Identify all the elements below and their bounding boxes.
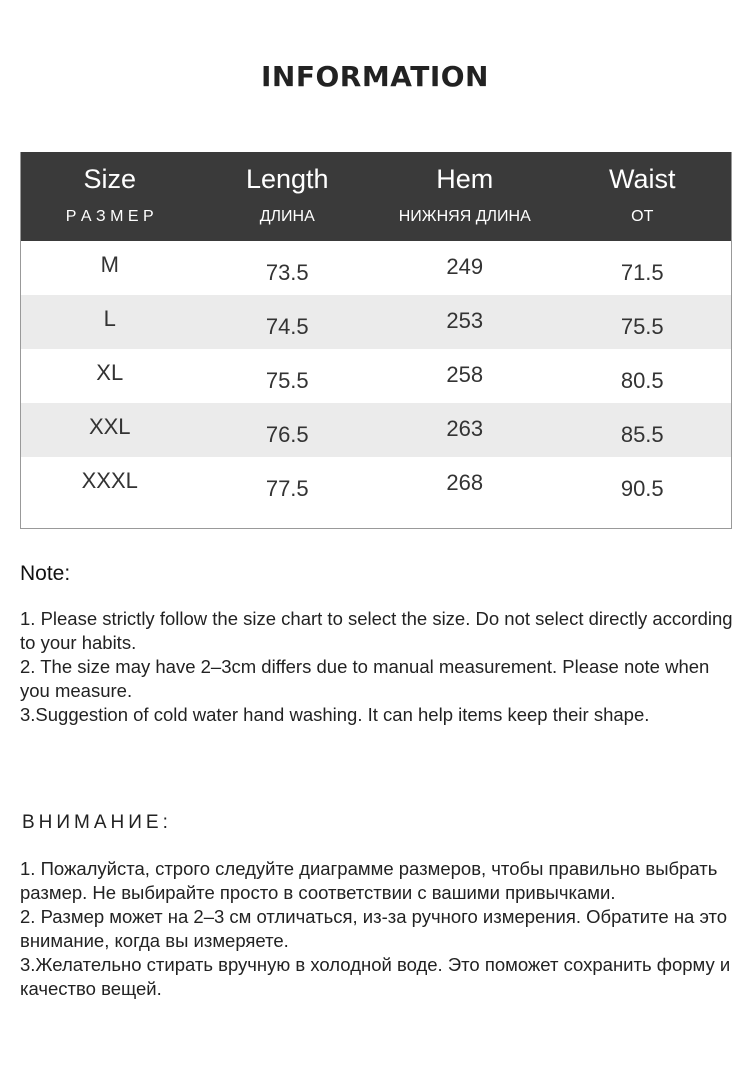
table-row: XXXL 77.5 268 90.5 — [21, 457, 731, 511]
page-title: INFORMATION — [261, 60, 489, 93]
column-header-en: Size — [83, 164, 137, 194]
table-row: XXL 76.5 263 85.5 — [21, 403, 731, 457]
table-cell: M — [100, 252, 119, 277]
table-cell: 249 — [446, 254, 484, 279]
ru-note-text: 1. Пожалуйста, строго следуйте диаграмме… — [20, 857, 735, 1001]
table-cell: 75.5 — [620, 314, 664, 339]
table-cell: 85.5 — [620, 422, 664, 447]
table-header: Size Р А З М Е Р Length ДЛИНА Hem НИЖНЯЯ ДЛИН… — [21, 152, 731, 241]
column-header-ru: ДЛИНА — [259, 208, 315, 225]
note-line: 1. Please strictly follow the size chart… — [20, 608, 733, 653]
column-header-ru: Р А З М Е Р — [65, 208, 154, 225]
column-header-ru: ОТ — [631, 208, 654, 225]
table-cell: L — [103, 306, 116, 331]
table-cell: 263 — [446, 416, 484, 441]
ru-note-heading: ВНИМАНИЕ: — [22, 812, 172, 833]
table-cell: XXXL — [81, 468, 138, 493]
column-header-en: Hem — [436, 164, 494, 194]
table-cell: 268 — [446, 470, 484, 495]
ru-note-line: 2. Размер может на 2–3 см отличаться, из… — [20, 906, 728, 951]
table-cell: 71.5 — [620, 260, 664, 285]
column-header: Size Р А З М Е Р — [21, 152, 199, 241]
table-cell: 75.5 — [265, 368, 309, 393]
table-cell: 76.5 — [265, 422, 309, 447]
column-header-en: Length — [245, 164, 329, 194]
column-header: Hem НИЖНЯЯ ДЛИНА — [376, 152, 554, 241]
table-body: M 73.5 249 71.5 L 74.5 253 75.5 XL 75.5 258 80.5 XXL… — [21, 241, 731, 511]
table-cell: 258 — [446, 362, 484, 387]
table-cell: 74.5 — [265, 314, 309, 339]
column-header-en: Waist — [609, 164, 676, 194]
table-cell: 77.5 — [265, 476, 309, 501]
note-line: 2. The size may have 2–3cm differs due t… — [20, 656, 710, 701]
note-text: 1. Please strictly follow the size chart… — [20, 607, 735, 727]
ru-note-line: 1. Пожалуйста, строго следуйте диаграмме… — [20, 858, 718, 903]
table-cell: 90.5 — [620, 476, 664, 501]
table-cell: 253 — [446, 308, 484, 333]
column-header-ru: НИЖНЯЯ ДЛИНА — [398, 208, 531, 225]
size-table: Size Р А З М Е Р Length ДЛИНА Hem НИЖНЯЯ ДЛИН… — [20, 152, 732, 529]
table-row: M 73.5 249 71.5 — [21, 241, 731, 295]
note-heading: Note: — [20, 562, 71, 585]
table-cell: XXL — [88, 414, 131, 439]
note-line: 3.Suggestion of cold water hand washing.… — [20, 704, 650, 725]
table-cell: 80.5 — [620, 368, 664, 393]
table-cell: 73.5 — [265, 260, 309, 285]
column-header: Waist ОТ — [554, 152, 732, 241]
column-header: Length ДЛИНА — [199, 152, 377, 241]
table-row: L 74.5 253 75.5 — [21, 295, 731, 349]
table-cell: XL — [96, 360, 124, 385]
ru-note-line: 3.Желательно стирать вручную в холодной … — [20, 954, 731, 999]
table-row: XL 75.5 258 80.5 — [21, 349, 731, 403]
